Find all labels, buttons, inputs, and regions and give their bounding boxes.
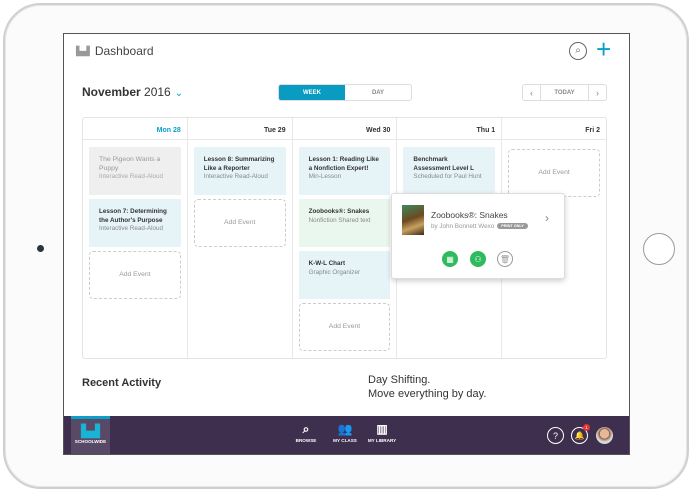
week-calendar: Mon 28 The Pigeon Wants a Puppy Interacti… — [82, 117, 607, 359]
author: by John Bonnett Wexo — [431, 223, 495, 230]
notification-badge: 1 — [583, 424, 590, 431]
event-card[interactable]: The Pigeon Wants a Puppy Interactive Read… — [89, 147, 181, 195]
screen: ▙▟ Dashboard ⌕ + November 2016 ⌄ WEEK DAY … — [63, 33, 630, 455]
plus-icon: + — [596, 34, 612, 64]
nav-my-class[interactable]: 👥 MY CLASS — [327, 422, 363, 443]
people-icon: 👥 — [337, 422, 353, 436]
schoolwide-icon: ▙▟ — [81, 424, 100, 438]
event-subtitle: Interactive Read-Aloud — [203, 173, 268, 180]
chevron-down-icon: ⌄ — [174, 88, 184, 99]
day-header: Thu 1 — [397, 118, 502, 140]
nav-label: MY LIBRARY — [367, 438, 397, 443]
event-title: Lesson 8: Summarizing Like a Reporter — [203, 156, 275, 172]
page-title: ▙▟ Dashboard — [76, 44, 154, 58]
event-subtitle: Graphic Organizer — [308, 268, 361, 276]
event-card[interactable]: Lesson 8: Summarizing Like a Reporter Int… — [193, 147, 286, 195]
event-subtitle: Min-Lesson — [308, 173, 342, 180]
next-button[interactable]: › — [596, 87, 599, 98]
day-header: Fri 2 — [502, 118, 606, 140]
search-button[interactable]: ⌕ — [569, 42, 587, 60]
event-card[interactable]: Benchmark Assessment Level L Scheduled fo… — [403, 147, 496, 195]
year: 2016 — [144, 85, 171, 99]
event-title: Lesson 7: Determining the Author's Purpo… — [99, 208, 167, 224]
nav-label: SCHOOLWIDE — [74, 439, 107, 444]
calendar-icon: ▦ — [446, 254, 454, 264]
add-button[interactable]: + — [596, 36, 611, 62]
event-title: Benchmark Assessment Level L — [413, 156, 474, 172]
event-card[interactable]: Lesson 1: Reading Like a Nonfiction Expe… — [298, 147, 391, 195]
assign-icon: ⚇ — [474, 254, 482, 264]
add-event-button[interactable]: Add Event — [298, 303, 391, 351]
day-column-tue: Tue 29 Lesson 8: Summarizing Like a Repo… — [187, 118, 293, 358]
popover-author: by John Bonnett Wexo PRINT ONLY — [431, 223, 528, 230]
tab-week[interactable]: WEEK — [279, 85, 345, 100]
today-button[interactable]: TODAY — [540, 85, 589, 100]
event-card[interactable]: K-W-L Chart Graphic Organizer — [298, 251, 391, 299]
prev-button[interactable]: ‹ — [530, 87, 533, 98]
view-toggle: WEEK DAY — [278, 84, 412, 101]
library-icon: ▥ — [376, 422, 388, 436]
month: November — [82, 85, 141, 99]
nav-schoolwide[interactable]: ▙▟ SCHOOLWIDE — [71, 416, 110, 454]
add-event-button[interactable]: Add Event — [89, 251, 181, 299]
nav-label: BROWSE — [295, 438, 317, 443]
browse-icon: ⌕ — [302, 422, 310, 436]
event-subtitle: Scheduled for Paul Hunt — [413, 173, 482, 180]
event-title: Zoobooks®: Snakes — [308, 208, 370, 215]
date-nav: ‹ TODAY › — [522, 84, 607, 101]
day-header: Tue 29 — [187, 118, 292, 140]
event-title: Lesson 1: Reading Like a Nonfiction Expe… — [308, 156, 379, 172]
event-title: The Pigeon Wants a Puppy — [99, 156, 161, 172]
notifications-button[interactable]: 🔔 — [571, 427, 588, 444]
event-card-selected[interactable]: Zoobooks®: Snakes Nonfiction Shared text — [298, 199, 391, 247]
help-icon: ? — [552, 430, 558, 441]
dashboard-icon: ▙▟ — [76, 45, 90, 56]
search-icon: ⌕ — [575, 45, 581, 56]
book-cover — [402, 205, 424, 235]
camera — [37, 245, 44, 252]
promo-line: Move everything by day. — [368, 388, 487, 400]
tab-day[interactable]: DAY — [371, 89, 385, 96]
nav-label: MY CLASS — [333, 438, 357, 443]
delete-button[interactable]: 🗑 — [497, 251, 513, 267]
help-button[interactable]: ? — [547, 427, 564, 444]
bottom-nav: ▙▟ SCHOOLWIDE ⌕ BROWSE 👥 MY CLASS ▥ MY LIBRA… — [64, 416, 629, 454]
event-title: K-W-L Chart — [308, 260, 346, 267]
promo-line: Day Shifting. — [368, 374, 431, 386]
event-popover: Zoobooks®: Snakes by John Bonnett Wexo PR… — [391, 193, 565, 279]
chevron-right-icon[interactable]: › — [545, 211, 549, 225]
bell-icon: 🔔 — [574, 431, 585, 440]
recent-activity-heading: Recent Activity — [82, 377, 162, 389]
schedule-button[interactable]: ▦ — [442, 251, 458, 267]
trash-icon: 🗑 — [499, 254, 511, 264]
event-subtitle: Interactive Read-Aloud — [99, 225, 164, 232]
promo-text: Day Shifting. Move everything by day. — [368, 373, 486, 401]
event-subtitle: Interactive Read-Aloud — [99, 173, 164, 180]
popover-title: Zoobooks®: Snakes — [431, 210, 508, 220]
day-header: Mon 28 — [83, 118, 187, 140]
day-column-mon: Mon 28 The Pigeon Wants a Puppy Interacti… — [83, 118, 188, 358]
add-event-button[interactable]: Add Event — [508, 149, 600, 197]
day-column-thu: Thu 1 Benchmark Assessment Level L Schedu… — [397, 118, 503, 358]
print-only-badge: PRINT ONLY — [497, 223, 528, 229]
day-header: Wed 30 — [292, 118, 397, 140]
add-event-button[interactable]: Add Event — [193, 199, 286, 247]
month-selector[interactable]: November 2016 ⌄ — [82, 85, 183, 99]
avatar[interactable] — [596, 427, 613, 444]
event-card[interactable]: Lesson 7: Determining the Author's Purpo… — [89, 199, 181, 247]
nav-my-library[interactable]: ▥ MY LIBRARY — [364, 422, 400, 443]
day-column-wed: Wed 30 Lesson 1: Reading Like a Nonficti… — [292, 118, 398, 358]
event-subtitle: Nonfiction Shared text — [308, 216, 371, 224]
home-button[interactable] — [643, 233, 675, 265]
assign-button[interactable]: ⚇ — [470, 251, 486, 267]
title-text: Dashboard — [94, 44, 154, 58]
nav-browse[interactable]: ⌕ BROWSE — [288, 422, 324, 443]
